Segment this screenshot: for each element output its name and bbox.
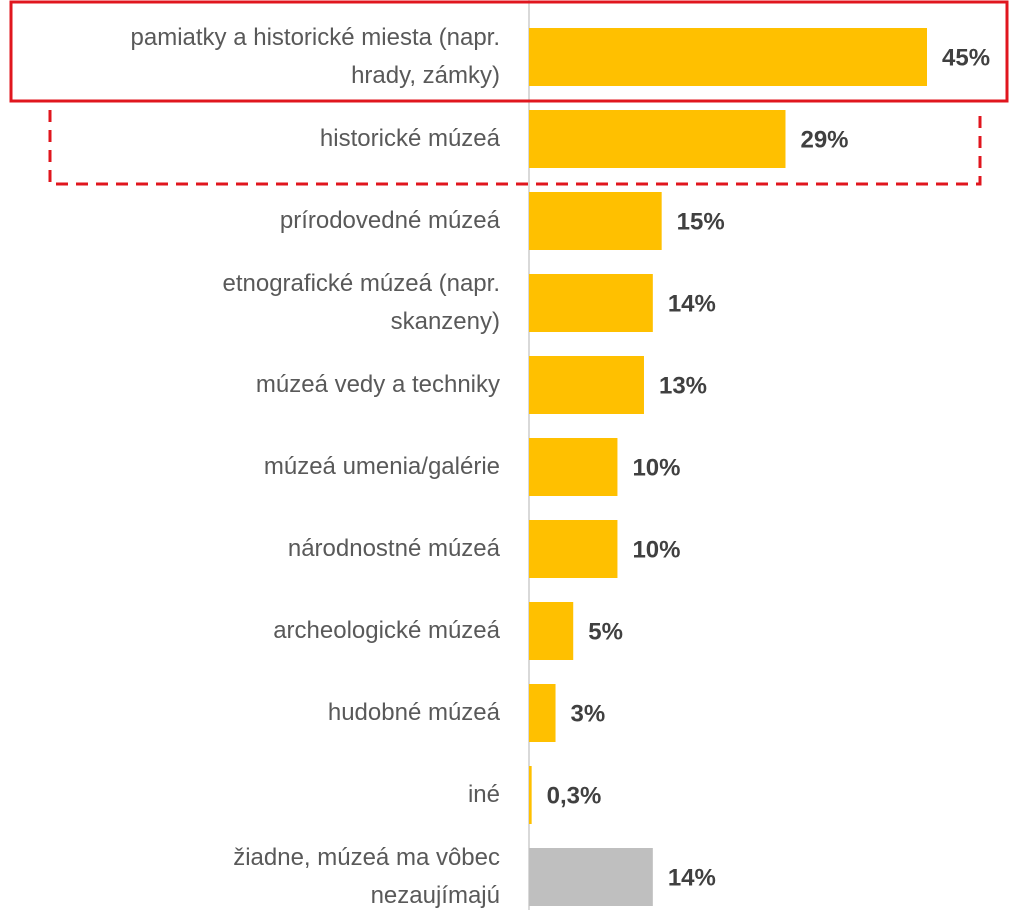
category-label: pamiatky a historické miesta (napr. hrad…: [130, 24, 500, 89]
value-label: 0,3%: [547, 782, 602, 809]
category-label: múzeá umenia/galérie: [263, 453, 500, 480]
bar: [529, 28, 927, 86]
bar: [529, 848, 653, 906]
category-label: iné: [467, 781, 500, 808]
value-label: 3%: [571, 700, 606, 727]
category-label: historické múzeá: [319, 125, 500, 152]
value-label: 10%: [632, 454, 680, 481]
value-label: 15%: [677, 208, 725, 235]
bar: [529, 192, 662, 250]
value-label: 10%: [632, 536, 680, 563]
bar: [529, 438, 618, 496]
highlight-box: [9, 0, 1009, 103]
bar: [529, 684, 556, 742]
category-label: hudobné múzeá: [327, 699, 500, 726]
category-label: národnostné múzeá: [287, 535, 500, 562]
category-label: prírodovedné múzeá: [279, 207, 500, 234]
bar: [529, 520, 618, 578]
category-label: archeologické múzeá: [273, 617, 500, 644]
value-label: 14%: [668, 290, 716, 317]
category-label: múzeá vedy a techniky: [255, 371, 500, 398]
value-label: 29%: [800, 126, 848, 153]
category-label: etnografické múzeá (napr. skanzeny): [222, 270, 501, 335]
bar: [529, 356, 644, 414]
bar: [529, 274, 653, 332]
bar: [529, 766, 532, 824]
value-label: 5%: [588, 618, 623, 645]
highlight-box-dashed: [48, 110, 982, 186]
value-label: 45%: [942, 44, 990, 71]
value-label: 14%: [668, 864, 716, 891]
value-label: 13%: [659, 372, 707, 399]
bar: [529, 110, 786, 168]
category-label: žiadne, múzeá ma vôbec nezaujímajú: [233, 844, 500, 909]
bar: [529, 602, 574, 660]
